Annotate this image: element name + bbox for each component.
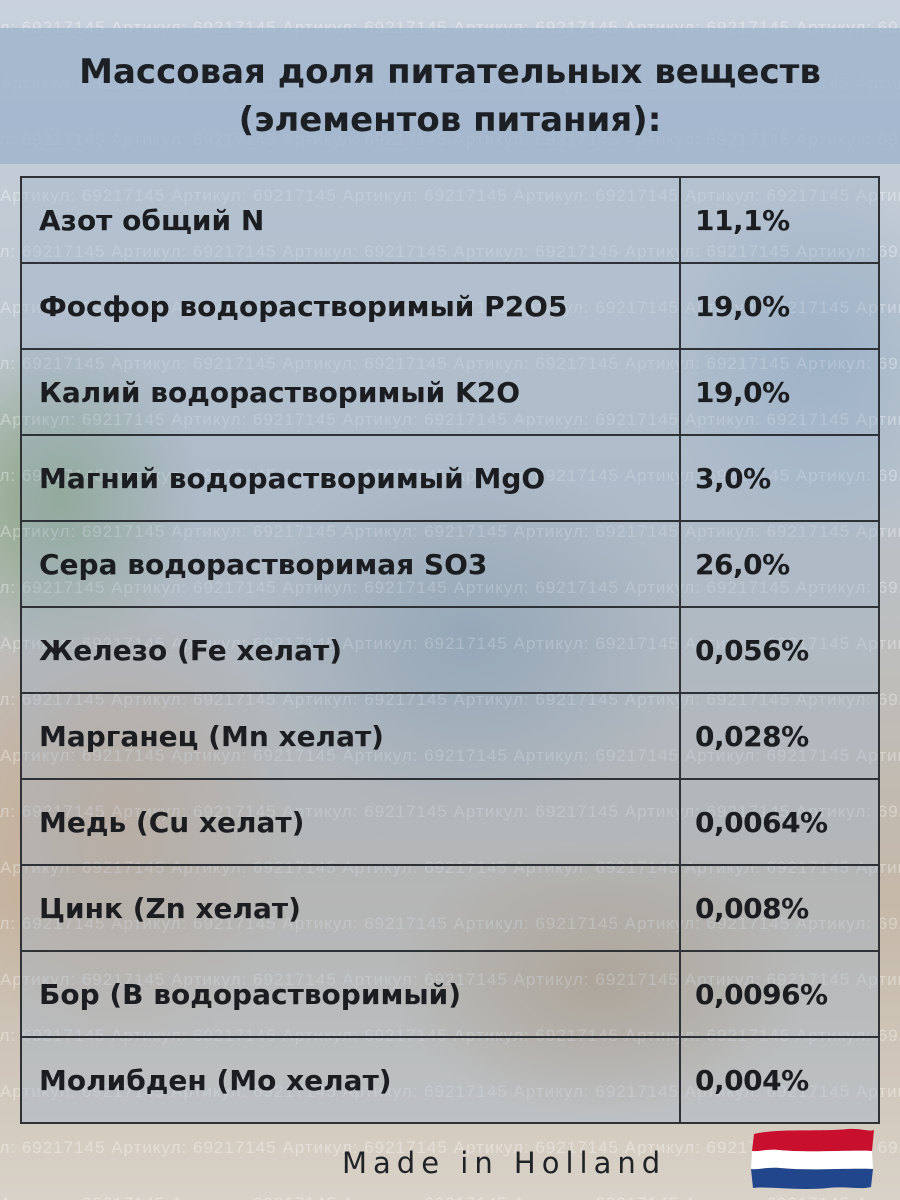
table-row: Сера водорастворимая SO3 26,0% bbox=[20, 520, 880, 608]
table-row: Азот общий N 11,1% bbox=[20, 176, 880, 264]
page-title-line1: Массовая доля питательных веществ bbox=[79, 52, 821, 92]
nutrient-name: Азот общий N bbox=[20, 176, 681, 264]
nutrient-table: Азот общий N 11,1% Фосфор водорастворимый… bbox=[20, 176, 880, 1124]
nutrient-value: 3,0% bbox=[679, 434, 880, 522]
nutrient-value: 11,1% bbox=[679, 176, 880, 264]
netherlands-flag-icon bbox=[751, 1128, 874, 1189]
nutrient-value: 0,056% bbox=[679, 606, 880, 694]
table-row: Марганец (Mn хелат) 0,028% bbox=[20, 692, 880, 780]
table-row: Железо (Fe хелат) 0,056% bbox=[20, 606, 880, 694]
nutrient-name: Магний водорастворимый MgO bbox=[20, 434, 681, 522]
nutrient-name: Марганец (Mn хелат) bbox=[20, 692, 681, 780]
nutrient-value: 26,0% bbox=[679, 520, 880, 608]
table-row: Магний водорастворимый MgO 3,0% bbox=[20, 434, 880, 522]
table-row: Цинк (Zn хелат) 0,008% bbox=[20, 864, 880, 952]
nutrient-value: 0,008% bbox=[679, 864, 880, 952]
nutrient-value: 19,0% bbox=[679, 262, 880, 350]
table-row: Бор (B водорастворимый) 0,0096% bbox=[20, 950, 880, 1038]
nutrient-name: Железо (Fe хелат) bbox=[20, 606, 681, 694]
nutrient-value: 0,004% bbox=[679, 1036, 880, 1124]
made-in-label: Made in Holland bbox=[342, 1146, 667, 1180]
nutrient-name: Бор (B водорастворимый) bbox=[20, 950, 681, 1038]
nutrient-value: 19,0% bbox=[679, 348, 880, 436]
nutrient-name: Цинк (Zn хелат) bbox=[20, 864, 681, 952]
table-row: Молибден (Mo хелат) 0,004% bbox=[20, 1036, 880, 1124]
page-title-line2: (элементов питания): bbox=[238, 100, 662, 140]
nutrient-name: Калий водорастворимый K2O bbox=[20, 348, 681, 436]
nutrient-value: 0,0096% bbox=[679, 950, 880, 1038]
table-row: Медь (Cu хелат) 0,0064% bbox=[20, 778, 880, 866]
nutrient-name: Молибден (Mo хелат) bbox=[20, 1036, 681, 1124]
nutrient-name: Сера водорастворимая SO3 bbox=[20, 520, 681, 608]
nutrient-value: 0,028% bbox=[679, 692, 880, 780]
table-row: Калий водорастворимый K2O 19,0% bbox=[20, 348, 880, 436]
table-row: Фосфор водорастворимый P2O5 19,0% bbox=[20, 262, 880, 350]
title-banner: Массовая доля питательных веществ (элеме… bbox=[0, 28, 900, 164]
nutrient-value: 0,0064% bbox=[679, 778, 880, 866]
nutrient-name: Медь (Cu хелат) bbox=[20, 778, 681, 866]
nutrient-name: Фосфор водорастворимый P2O5 bbox=[20, 262, 681, 350]
